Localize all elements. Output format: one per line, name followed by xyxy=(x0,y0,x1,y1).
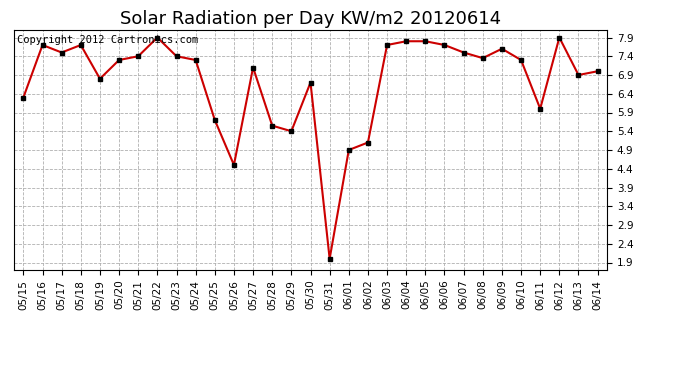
Title: Solar Radiation per Day KW/m2 20120614: Solar Radiation per Day KW/m2 20120614 xyxy=(120,10,501,28)
Text: Copyright 2012 Cartronics.com: Copyright 2012 Cartronics.com xyxy=(17,35,198,45)
